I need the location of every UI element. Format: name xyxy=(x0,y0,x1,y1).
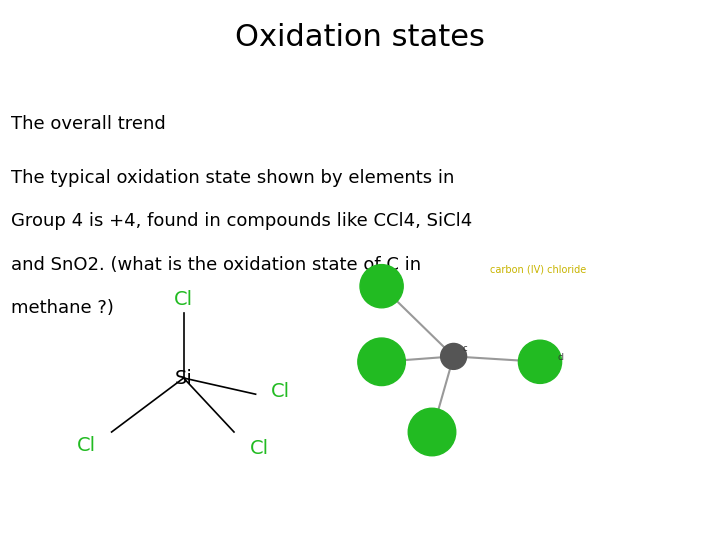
Text: The overall trend: The overall trend xyxy=(11,115,166,133)
Text: c: c xyxy=(462,344,467,353)
Ellipse shape xyxy=(358,338,405,386)
Text: and SnO2. (what is the oxidation state of C in: and SnO2. (what is the oxidation state o… xyxy=(11,255,421,274)
Text: Cl: Cl xyxy=(174,290,193,309)
Text: Cl: Cl xyxy=(250,438,269,458)
Text: methane ?): methane ?) xyxy=(11,299,114,317)
Ellipse shape xyxy=(518,340,562,383)
Text: The typical oxidation state shown by elements in: The typical oxidation state shown by ele… xyxy=(11,169,454,187)
Ellipse shape xyxy=(360,265,403,308)
Text: Cl: Cl xyxy=(271,382,290,401)
Text: Si: Si xyxy=(175,368,192,388)
Text: Cl: Cl xyxy=(77,436,96,455)
Text: carbon (IV) chloride: carbon (IV) chloride xyxy=(490,265,586,275)
Text: cl: cl xyxy=(558,353,565,362)
Ellipse shape xyxy=(408,408,456,456)
Text: Oxidation states: Oxidation states xyxy=(235,23,485,52)
Text: Group 4 is +4, found in compounds like CCl4, SiCl4: Group 4 is +4, found in compounds like C… xyxy=(11,212,472,231)
Ellipse shape xyxy=(441,343,467,369)
